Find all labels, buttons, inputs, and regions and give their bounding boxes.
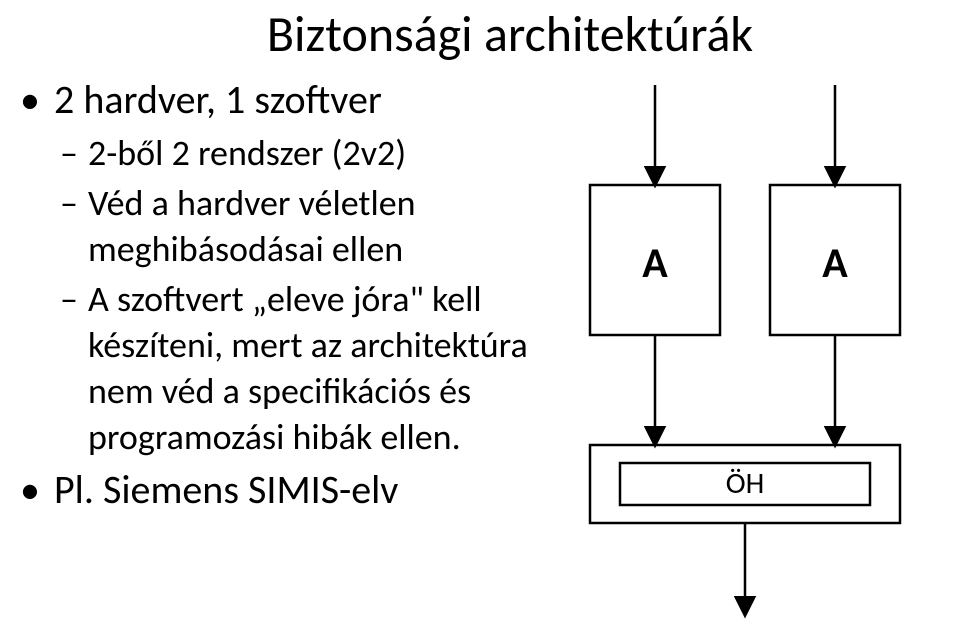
oh-label: ÖH [726, 465, 765, 502]
subbullet-2: – Véd a hardver véletlen meghibásodásai … [60, 180, 540, 272]
bullet-2-text: Pl. Siemens SIMIS-elv [54, 465, 398, 514]
page-title: Biztonsági architektúrák [0, 0, 960, 75]
text-column: • 2 hardver, 1 szoftver – 2-ből 2 rendsz… [20, 75, 540, 520]
bullet-dash-icon: – [60, 276, 88, 460]
subbullet-2-text: Véd a hardver véletlen meghibásodásai el… [88, 180, 540, 272]
box-a-label: A [642, 238, 668, 289]
bullet-2: • Pl. Siemens SIMIS-elv [20, 465, 540, 514]
bullet-1-text: 2 hardver, 1 szoftver [54, 75, 382, 124]
bullet-dot-icon: • [20, 75, 54, 124]
architecture-diagram: A A ÖH [540, 65, 960, 625]
bullet-dash-icon: – [60, 180, 88, 272]
bullet-dot-icon: • [20, 465, 54, 514]
bullet-dash-icon: – [60, 130, 88, 176]
subbullet-3-text: A szoftvert „eleve jóra" kell készíteni,… [88, 276, 540, 460]
content-area: • 2 hardver, 1 szoftver – 2-ből 2 rendsz… [0, 75, 960, 520]
subbullet-1-text: 2-ből 2 rendszer (2v2) [88, 130, 406, 176]
bullet-1: • 2 hardver, 1 szoftver [20, 75, 540, 124]
subbullet-3: – A szoftvert „eleve jóra" kell készíten… [60, 276, 540, 460]
subbullet-1: – 2-ből 2 rendszer (2v2) [60, 130, 540, 176]
diagram-column: A A ÖH [540, 75, 960, 520]
box-b-label: A [822, 238, 848, 289]
